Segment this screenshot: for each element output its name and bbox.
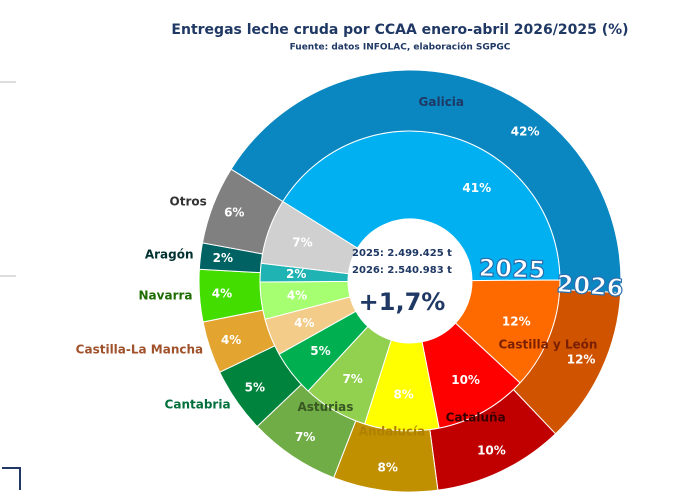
ring-label: 2025 <box>478 254 546 284</box>
category-label: Cataluña <box>446 411 506 425</box>
donut-slice <box>230 69 622 294</box>
category-label: Cantabria <box>165 397 231 411</box>
decor-bracket <box>2 467 21 490</box>
category-label: Navarra <box>139 289 193 303</box>
center-text: 2025: 2.499.425 t <box>352 248 452 259</box>
category-label: Asturias <box>297 400 353 414</box>
value-label: 42% <box>511 124 540 138</box>
value-label: 4% <box>212 287 232 301</box>
category-label: Otros <box>170 195 207 209</box>
value-label: 12% <box>567 353 596 367</box>
value-label: 8% <box>393 387 413 401</box>
value-label: 2% <box>213 251 233 265</box>
value-label: 12% <box>502 315 531 329</box>
value-label: 5% <box>245 381 265 395</box>
category-label: Castilla y León <box>498 337 597 351</box>
chart-subtitle: Fuente: datos INFOLAC, elaboración SGPGC <box>290 42 511 53</box>
category-label: Andalucía <box>359 424 426 438</box>
value-label: 4% <box>287 289 307 303</box>
value-label: 2% <box>286 267 306 281</box>
value-label: 4% <box>221 333 241 347</box>
chart-title: Entregas leche cruda por CCAA enero-abri… <box>171 22 628 38</box>
value-label: 10% <box>477 443 506 457</box>
value-label: 8% <box>377 461 397 475</box>
donut-slice <box>201 168 284 255</box>
value-label: 7% <box>342 372 362 386</box>
value-label: 7% <box>292 236 312 250</box>
category-label: Galicia <box>419 95 465 109</box>
center-text: 2026: 2.540.983 t <box>352 265 452 276</box>
ring-label: 2026 <box>556 270 625 303</box>
value-label: 4% <box>294 316 314 330</box>
value-label: 7% <box>295 430 315 444</box>
value-label: 5% <box>310 344 330 358</box>
category-label: Aragón <box>145 248 194 262</box>
center-change: +1,7% <box>359 288 446 316</box>
value-label: 10% <box>451 373 480 387</box>
value-label: 41% <box>462 181 491 195</box>
category-label: Castilla-La Mancha <box>76 342 203 356</box>
value-label: 6% <box>224 205 244 219</box>
